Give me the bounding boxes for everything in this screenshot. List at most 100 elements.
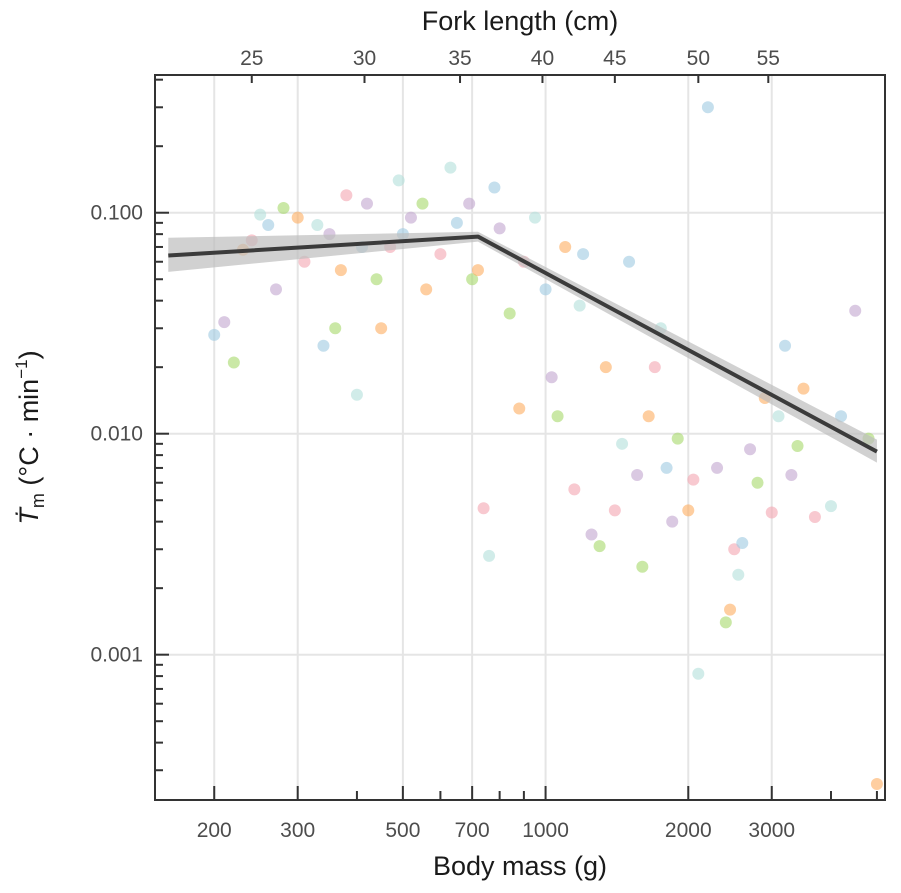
x2-tick-label: 30	[353, 47, 376, 70]
data-point	[779, 339, 792, 352]
x2-tick-label: 25	[240, 47, 263, 70]
secondary-x-axis-title: Fork length (cm)	[422, 6, 619, 36]
data-point	[471, 264, 484, 277]
data-point	[483, 549, 496, 562]
data-point	[375, 322, 388, 335]
data-point	[404, 211, 417, 224]
data-point	[736, 537, 749, 550]
data-point	[751, 476, 764, 489]
x2-tick-label: 35	[448, 47, 471, 70]
fit-line-group	[168, 231, 878, 463]
data-point	[466, 273, 479, 286]
data-point	[724, 603, 737, 616]
data-point	[262, 218, 275, 231]
data-point	[732, 568, 745, 581]
data-point	[254, 208, 267, 221]
x-tick-label: 200	[197, 819, 232, 842]
data-point	[334, 264, 347, 277]
data-point	[577, 248, 590, 261]
data-point	[701, 101, 714, 114]
x-axis-title: Body mass (g)	[433, 851, 607, 881]
data-point	[503, 307, 516, 320]
data-point	[636, 560, 649, 573]
x-tick-label: 1000	[522, 819, 569, 842]
data-point	[477, 502, 490, 515]
data-point	[593, 540, 606, 553]
y-axis-title-symbol: Ṫ	[14, 506, 44, 525]
data-point	[599, 361, 612, 374]
data-point	[493, 222, 506, 235]
data-point	[687, 473, 700, 486]
data-point	[785, 469, 798, 482]
data-point	[765, 506, 778, 519]
data-point	[360, 197, 373, 210]
data-point	[835, 410, 848, 423]
data-point	[808, 510, 821, 523]
data-point	[529, 211, 542, 224]
data-point	[849, 304, 862, 317]
data-point	[208, 328, 221, 341]
data-point	[350, 388, 363, 401]
data-point	[682, 504, 695, 517]
x2-tick-label: 50	[687, 47, 710, 70]
data-point	[671, 432, 684, 445]
grid-lines	[155, 75, 885, 800]
data-point	[623, 255, 636, 268]
data-point	[227, 356, 240, 369]
y-tick-label: 0.001	[90, 644, 143, 667]
data-point	[416, 197, 429, 210]
y-axis-title-units-close: )	[14, 350, 44, 359]
data-point	[648, 361, 661, 374]
data-points	[208, 101, 883, 790]
y-tick-label: 0.100	[90, 202, 143, 225]
data-point	[340, 189, 353, 202]
data-point	[642, 410, 655, 423]
data-point	[616, 437, 629, 450]
data-point	[585, 528, 598, 541]
data-point	[568, 483, 581, 496]
data-point	[666, 515, 679, 528]
data-point	[311, 218, 324, 231]
data-point	[513, 402, 526, 415]
x-tick-label: 700	[455, 819, 490, 842]
fit-confidence-band	[168, 231, 877, 463]
data-point	[660, 461, 673, 474]
data-point	[772, 410, 785, 423]
data-point	[277, 202, 290, 215]
plot-panel-border	[154, 74, 886, 801]
data-point	[870, 777, 883, 790]
data-point	[539, 283, 552, 296]
data-point	[317, 339, 330, 352]
data-point	[463, 197, 476, 210]
data-point	[370, 273, 383, 286]
y-tick-label: 0.010	[90, 423, 143, 446]
x2-tick-label: 40	[531, 47, 554, 70]
data-point	[450, 216, 463, 229]
data-point	[329, 322, 342, 335]
data-point	[573, 299, 586, 312]
x-tick-label: 3000	[748, 819, 795, 842]
data-point	[711, 461, 724, 474]
data-point	[719, 616, 732, 629]
data-point	[692, 667, 705, 680]
data-point	[551, 410, 564, 423]
x-tick-label: 2000	[665, 819, 712, 842]
data-point	[631, 469, 644, 482]
data-point	[791, 439, 804, 452]
data-point	[797, 382, 810, 395]
data-point	[559, 240, 572, 253]
data-point	[420, 283, 433, 296]
axes: 200 300 500 700 1000 2000 3000 25 30 35 40 45 50 55 0.…	[90, 47, 878, 842]
x-tick-label: 300	[280, 819, 315, 842]
data-point	[434, 248, 447, 261]
y-axis-title: Ṫm (°C · min−1)	[12, 350, 48, 524]
x2-tick-label: 55	[757, 47, 780, 70]
data-point	[218, 316, 231, 329]
x-tick-label: 500	[385, 819, 420, 842]
data-point	[488, 181, 501, 194]
data-point	[270, 283, 283, 296]
data-point	[545, 371, 558, 384]
data-point	[444, 161, 457, 174]
fit-line	[168, 234, 878, 454]
y-axis-title-units-exponent: −1	[12, 359, 31, 378]
